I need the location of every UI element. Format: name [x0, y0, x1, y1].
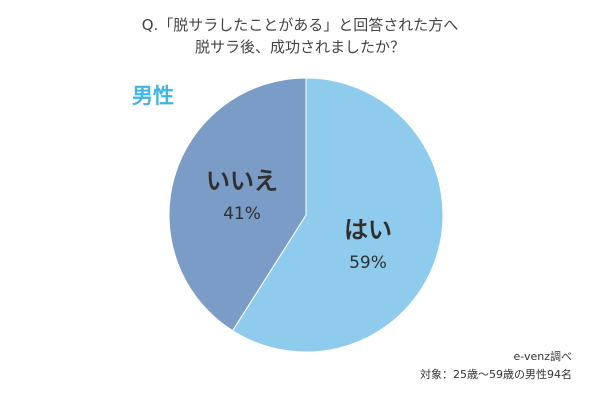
- question-title: Q.「脱サラしたことがある」と回答された方へ 脱サラ後、成功されましたか？: [0, 14, 600, 58]
- slice-label-no: いいえ: [206, 167, 278, 195]
- pie-slice-no: [168, 77, 307, 332]
- question-line-1: Q.「脱サラしたことがある」と回答された方へ: [141, 16, 459, 34]
- target-label: 対象：25歳〜59歳の男性94名: [420, 368, 572, 381]
- slice-value-no: 41%: [223, 204, 261, 224]
- pie-slice-yes: [231, 77, 444, 353]
- question-line-2: 脱サラ後、成功されましたか？: [194, 38, 405, 56]
- slice-value-yes: 59%: [349, 253, 387, 273]
- subject-label: 男性: [132, 84, 174, 108]
- source-label: e-venz調べ: [513, 350, 572, 363]
- source-note: e-venz調べ 対象：25歳〜59歳の男性94名: [420, 348, 572, 384]
- slice-label-yes: はい: [344, 216, 392, 244]
